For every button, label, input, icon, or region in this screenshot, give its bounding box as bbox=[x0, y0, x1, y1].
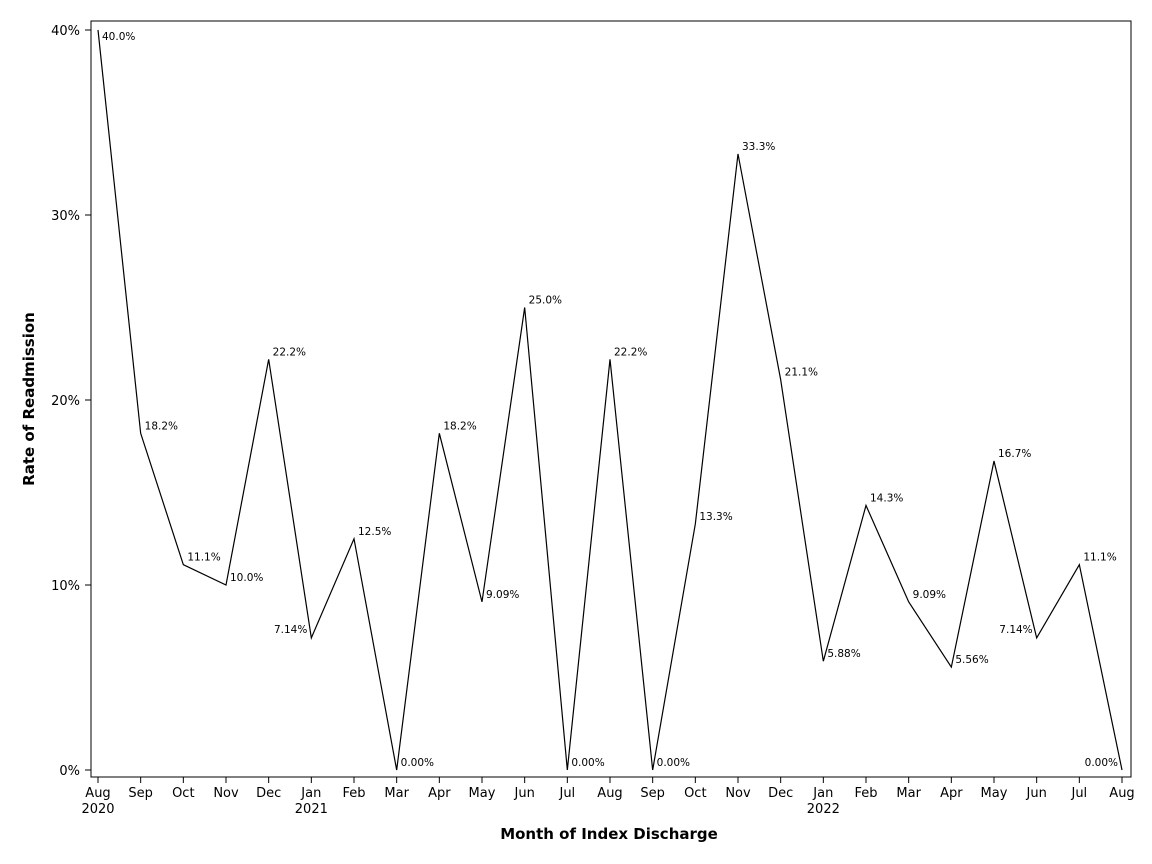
x-tick-label: Aug bbox=[1109, 786, 1134, 801]
data-label: 5.56% bbox=[955, 654, 988, 666]
data-label: 40.0% bbox=[102, 31, 135, 43]
x-year-label: 2021 bbox=[295, 802, 328, 817]
data-label: 5.88% bbox=[827, 648, 860, 660]
data-label: 7.14% bbox=[274, 624, 307, 636]
x-axis: Aug Sep Oct Nov Dec Jan Feb Mar Apr May Jun Jul Aug S… bbox=[81, 777, 1135, 817]
y-axis: 0% 10% 20% 30% 40% bbox=[51, 24, 91, 779]
x-tick-label: Mar bbox=[896, 786, 921, 801]
data-label: 0.00% bbox=[1085, 757, 1118, 769]
x-tick-label: Jan bbox=[300, 786, 321, 801]
x-tick-label: Jun bbox=[514, 786, 535, 801]
data-label: 18.2% bbox=[145, 420, 178, 432]
data-label: 0.00% bbox=[571, 757, 604, 769]
x-tick-label: Dec bbox=[256, 786, 281, 801]
data-label: 11.1% bbox=[187, 552, 220, 564]
y-tick-label: 20% bbox=[51, 394, 80, 409]
x-year-label: 2022 bbox=[807, 802, 840, 817]
x-tick-label: Apr bbox=[428, 786, 451, 801]
x-tick-label: Sep bbox=[640, 786, 665, 801]
x-tick-label: Jul bbox=[1070, 786, 1087, 801]
data-label: 12.5% bbox=[358, 526, 391, 538]
x-tick-label: Oct bbox=[684, 786, 706, 801]
x-tick-label: Aug bbox=[597, 786, 622, 801]
x-tick-label: Nov bbox=[213, 786, 239, 801]
readmission-rate-line bbox=[97, 29, 1123, 771]
y-tick-label: 10% bbox=[51, 579, 80, 594]
data-label: 14.3% bbox=[870, 492, 903, 504]
data-label: 22.2% bbox=[614, 346, 647, 358]
data-label: 21.1% bbox=[785, 367, 818, 379]
data-label: 0.00% bbox=[657, 757, 690, 769]
x-tick-label: Aug bbox=[85, 786, 110, 801]
x-tick-label: Feb bbox=[342, 786, 365, 801]
y-tick-label: 40% bbox=[51, 24, 80, 39]
x-tick-label: Jul bbox=[558, 786, 575, 801]
x-tick-label: Sep bbox=[128, 786, 153, 801]
data-label: 25.0% bbox=[529, 295, 562, 307]
x-tick-label: Feb bbox=[854, 786, 877, 801]
x-axis-title: Month of Index Discharge bbox=[500, 825, 718, 843]
data-label: 11.1% bbox=[1083, 552, 1116, 564]
x-tick-label: Jun bbox=[1026, 786, 1047, 801]
data-label: 10.0% bbox=[230, 572, 263, 584]
data-label: 22.2% bbox=[273, 346, 306, 358]
data-labels: 40.0% 18.2% 11.1% 10.0% 22.2% 7.14% 12.5% 0.00%… bbox=[102, 31, 1118, 769]
data-label: 9.09% bbox=[913, 589, 946, 601]
x-tick-label: May bbox=[469, 786, 496, 801]
data-label: 16.7% bbox=[998, 448, 1031, 460]
data-label: 33.3% bbox=[742, 141, 775, 153]
y-tick-label: 0% bbox=[59, 764, 80, 779]
x-tick-label: Nov bbox=[725, 786, 751, 801]
data-label: 9.09% bbox=[486, 589, 519, 601]
data-label: 0.00% bbox=[401, 757, 434, 769]
x-year-label: 2020 bbox=[81, 802, 114, 817]
data-label: 7.14% bbox=[999, 624, 1032, 636]
x-tick-label: May bbox=[981, 786, 1008, 801]
x-tick-label: Jan bbox=[812, 786, 833, 801]
data-label: 13.3% bbox=[699, 511, 732, 523]
plot-frame bbox=[90, 20, 1132, 778]
y-axis-title: Rate of Readmission bbox=[20, 312, 38, 486]
data-label: 18.2% bbox=[443, 420, 476, 432]
x-tick-label: Mar bbox=[384, 786, 409, 801]
x-tick-label: Oct bbox=[172, 786, 194, 801]
y-tick-label: 30% bbox=[51, 209, 80, 224]
x-tick-label: Apr bbox=[940, 786, 963, 801]
x-tick-label: Dec bbox=[768, 786, 793, 801]
